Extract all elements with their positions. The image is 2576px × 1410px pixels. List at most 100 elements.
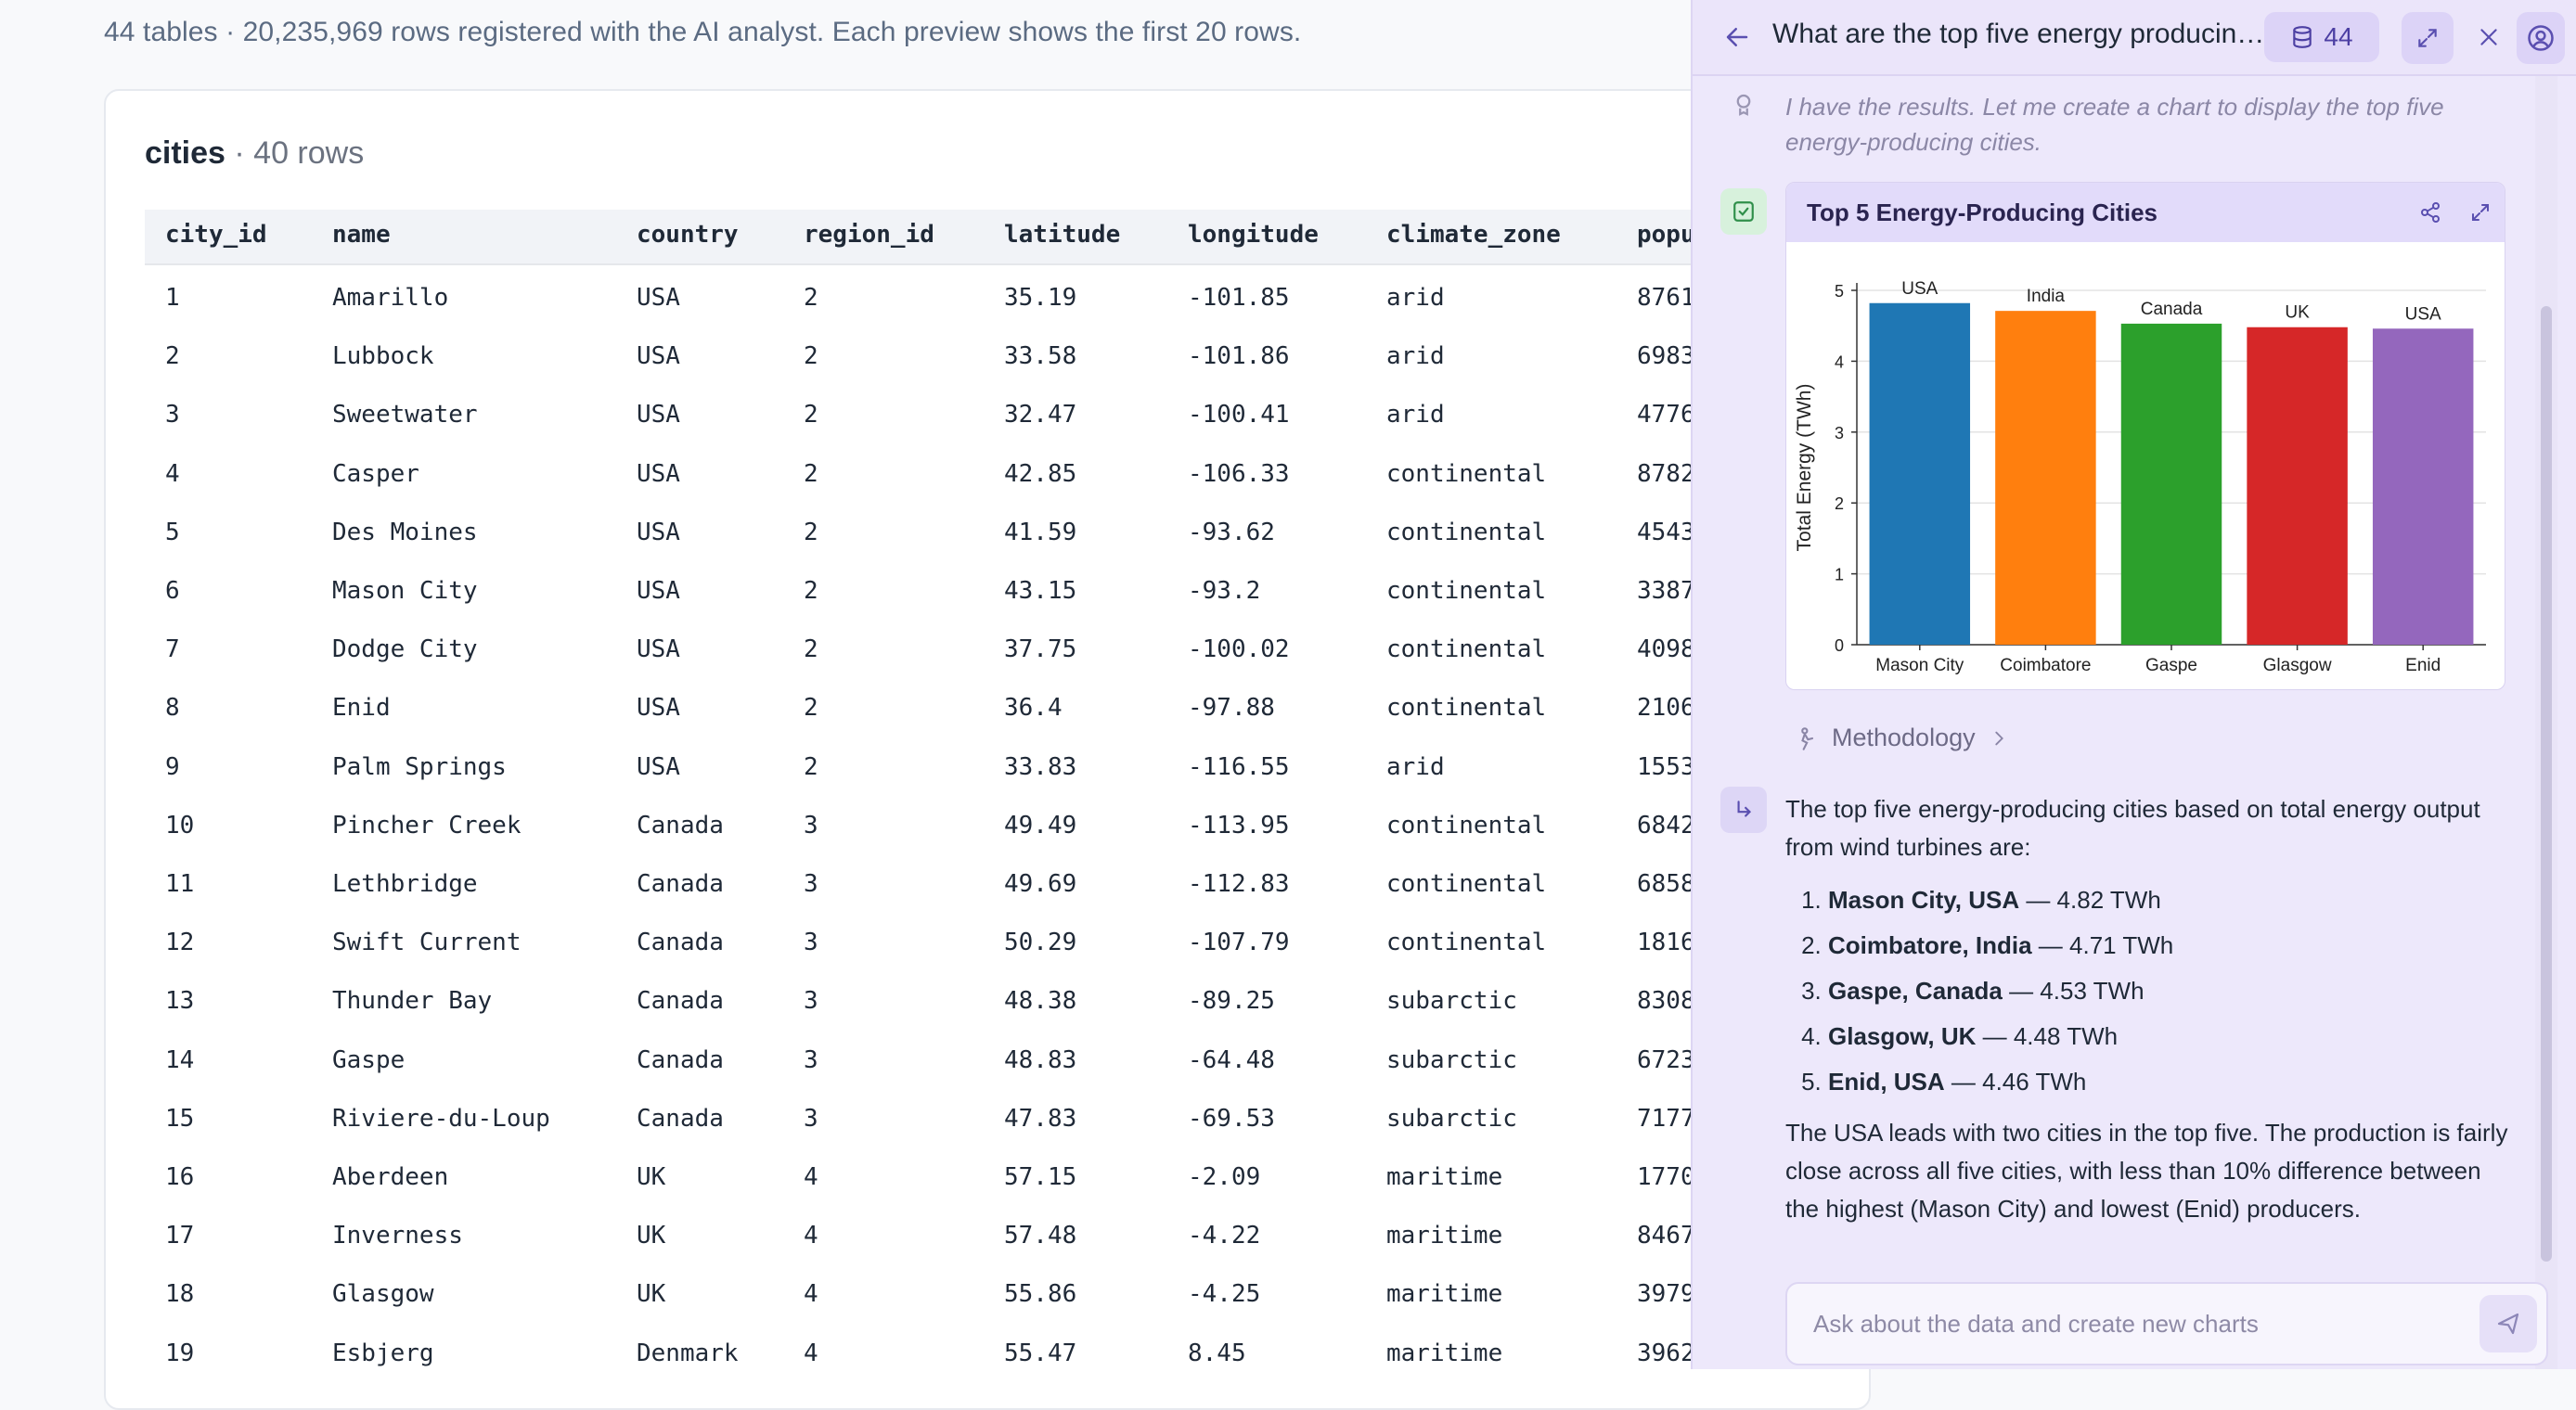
table-cell: USA [637,635,680,664]
table-cell: UK [637,1222,666,1250]
table-cell: 13 [165,987,195,1016]
table-cell: subarctic [1386,987,1517,1016]
table-header-col-climate-zone[interactable]: climate_zone [1386,221,1561,249]
table-cell: 2 [804,401,818,429]
table-cell: 19 [165,1339,195,1367]
share-chart-button[interactable] [2404,186,2456,238]
table-cell: 43.15 [1004,577,1077,605]
x-tick-label: Glasgow [2263,656,2332,675]
table-cell: maritime [1386,1222,1503,1250]
table-cell: UK [637,1163,666,1191]
table-cell: 2 [804,694,818,723]
table-cell: 4 [165,459,180,488]
table-cell: 6858 [1637,870,1695,898]
table-header-col-latitude[interactable]: latitude [1004,221,1121,249]
table-cell: 8 [165,694,180,723]
arrow-left-icon [1726,28,1748,46]
chart-tool-icon [1720,188,1767,235]
table-cell: -112.83 [1188,870,1290,898]
table-cell: 4098 [1637,635,1695,664]
table-cell: Gaspe [332,1045,406,1074]
table-cell: 2 [804,577,818,605]
table-cell: -89.25 [1188,987,1275,1016]
table-cell: Casper [332,459,419,488]
table-cell: 2 [804,518,818,546]
chat-input[interactable] [1811,1304,2446,1343]
table-header-col-country[interactable]: country [637,221,739,249]
table-cell: USA [637,577,680,605]
table-header-col-longitude[interactable]: longitude [1188,221,1319,249]
table-header-col-name[interactable]: name [332,221,391,249]
table-cell: 4 [804,1222,818,1250]
answer-item-city: Gaspe, Canada [1828,977,2003,1005]
y-tick-label: 0 [1835,636,1844,655]
table-row-count: · 40 rows [225,135,365,171]
table-cell: 55.47 [1004,1339,1077,1367]
table-cell: 8782 [1637,459,1695,488]
table-cell: UK [637,1280,666,1309]
chevron-right-icon [1994,731,2003,745]
expand-icon [2418,29,2437,47]
table-cell: -107.79 [1188,929,1290,957]
table-cell: maritime [1386,1339,1503,1367]
table-cell: 9 [165,752,180,781]
table-header-col-city-id[interactable]: city_id [165,221,267,249]
energy-bar-chart: 0 1 2 3 4 5 Total Energy (TWh) USA Mason City Ind… [1794,279,2486,675]
ai-analyst-panel: What are the top five energy producing c… [1691,0,2576,1369]
table-cell: continental [1386,459,1547,488]
answer-item-city: Enid, USA [1828,1068,1945,1096]
methodology-label: Methodology [1832,724,1976,751]
table-cell: Glasgow [332,1280,434,1309]
table-header-col-population[interactable]: popu [1637,221,1695,249]
scrollbar[interactable] [2541,306,2552,1262]
bar-enid [2372,328,2474,645]
conversation-title: What are the top five energy producing c… [1772,19,2273,49]
table-cell: Canada [637,870,724,898]
table-cell: continental [1386,635,1547,664]
table-cell: 36.4 [1004,694,1063,723]
table-cell: USA [637,401,680,429]
answer-list-item: Enid, USA — 4.46 TWh [1828,1059,2518,1105]
x-tick-label: Coimbatore [2000,656,2091,675]
table-cell: 47.83 [1004,1104,1077,1133]
account-button[interactable] [2517,12,2565,64]
table-cell: 1553 [1637,752,1695,781]
bar-data-label: Canada [2141,300,2203,319]
answer-list: Mason City, USA — 4.82 TWhCoimbatore, In… [1785,878,2518,1105]
table-cell: 57.15 [1004,1163,1077,1191]
expand-chart-button[interactable] [2454,186,2505,238]
answer-icon [1720,787,1767,833]
answer-item-value: — 4.53 TWh [2002,977,2145,1005]
table-cell: Esbjerg [332,1339,434,1367]
table-cell: 4 [804,1280,818,1309]
table-cell: 8.45 [1188,1339,1246,1367]
table-cell: -116.55 [1188,752,1290,781]
table-cell: continental [1386,929,1547,957]
table-cell: continental [1386,518,1547,546]
table-cell: -2.09 [1188,1163,1261,1191]
back-button[interactable] [1711,11,1763,63]
table-title: cities · 40 rows [145,135,364,172]
table-cell: 32.47 [1004,401,1077,429]
table-cell: -100.02 [1188,635,1290,664]
table-header-col-region-id[interactable]: region_id [804,221,934,249]
methodology-toggle[interactable]: Methodology [1793,724,2009,752]
table-cell: 6723 [1637,1045,1695,1074]
database-count-badge[interactable]: 44 [2264,12,2379,62]
send-button[interactable] [2479,1295,2537,1352]
answer-item-value: — 4.71 TWh [2031,931,2174,959]
table-cell: Riviere-du-Loup [332,1104,550,1133]
database-icon [2293,26,2312,48]
table-cell: -93.62 [1188,518,1275,546]
table-cell: 2 [804,284,818,312]
table-cell: arid [1386,752,1445,781]
table-cell: 6 [165,577,180,605]
close-panel-button[interactable] [2463,11,2515,63]
table-cell: Mason City [332,577,478,605]
chat-composer [1785,1282,2548,1365]
table-cell: USA [637,284,680,312]
table-cell: continental [1386,577,1547,605]
table-cell: 4 [804,1339,818,1367]
expand-panel-button[interactable] [2402,12,2454,64]
methodology-icon [1801,726,1814,750]
